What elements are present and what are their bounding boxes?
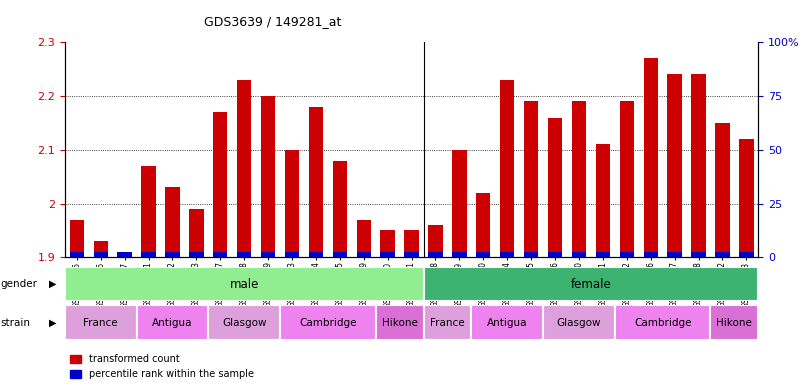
Bar — [70, 252, 84, 257]
Bar — [285, 150, 299, 257]
Bar — [691, 74, 706, 257]
Bar — [237, 252, 251, 257]
Text: Glasgow: Glasgow — [222, 318, 267, 328]
Bar — [476, 252, 491, 257]
Bar — [70, 220, 84, 257]
Bar — [189, 209, 204, 257]
Bar — [572, 252, 586, 257]
Bar — [141, 252, 156, 257]
Bar — [261, 96, 275, 257]
Text: female: female — [570, 278, 611, 291]
Text: strain: strain — [1, 318, 31, 328]
Text: Antigua: Antigua — [487, 318, 527, 328]
Bar — [596, 252, 610, 257]
Text: Glasgow: Glasgow — [556, 318, 601, 328]
Bar — [423, 305, 471, 340]
Text: male: male — [230, 278, 259, 291]
Bar — [710, 305, 758, 340]
Bar — [141, 166, 156, 257]
Bar — [548, 252, 562, 257]
Bar — [643, 58, 658, 257]
Bar — [285, 252, 299, 257]
Bar — [572, 101, 586, 257]
Bar — [667, 252, 682, 257]
Text: Cambridge: Cambridge — [299, 318, 357, 328]
Text: GDS3639 / 149281_at: GDS3639 / 149281_at — [204, 15, 341, 28]
Text: Hikone: Hikone — [716, 318, 753, 328]
Bar — [620, 101, 634, 257]
Text: Antigua: Antigua — [152, 318, 193, 328]
Bar — [118, 252, 132, 257]
Bar — [309, 107, 323, 257]
Bar — [357, 252, 371, 257]
Bar — [500, 80, 514, 257]
Bar — [739, 252, 753, 257]
Bar — [596, 144, 610, 257]
Bar — [739, 139, 753, 257]
Text: France: France — [430, 318, 465, 328]
Bar — [280, 305, 375, 340]
Bar — [380, 252, 395, 257]
Bar — [405, 252, 418, 257]
Bar — [453, 252, 466, 257]
Bar — [524, 252, 539, 257]
Bar — [93, 252, 108, 257]
Bar — [65, 305, 136, 340]
Bar — [136, 305, 208, 340]
Bar — [428, 252, 443, 257]
Bar — [405, 230, 418, 257]
Bar — [309, 252, 323, 257]
Text: Cambridge: Cambridge — [634, 318, 692, 328]
Bar — [380, 230, 395, 257]
Bar — [165, 252, 180, 257]
Bar — [261, 252, 275, 257]
Bar — [189, 252, 204, 257]
Bar — [453, 150, 466, 257]
Bar — [643, 252, 658, 257]
Legend: transformed count, percentile rank within the sample: transformed count, percentile rank withi… — [70, 354, 254, 379]
Bar — [93, 241, 108, 257]
Bar — [543, 305, 615, 340]
Bar — [65, 267, 423, 301]
Text: ▶: ▶ — [49, 279, 57, 289]
Text: gender: gender — [1, 279, 38, 289]
Bar — [500, 252, 514, 257]
Bar — [118, 252, 132, 257]
Bar — [333, 252, 347, 257]
Bar — [357, 220, 371, 257]
Bar — [333, 161, 347, 257]
Bar — [615, 305, 710, 340]
Bar — [237, 80, 251, 257]
Bar — [213, 252, 227, 257]
Text: Hikone: Hikone — [382, 318, 418, 328]
Bar — [715, 252, 730, 257]
Bar — [428, 225, 443, 257]
Bar — [165, 187, 180, 257]
Bar — [715, 123, 730, 257]
Bar — [620, 252, 634, 257]
Bar — [471, 305, 543, 340]
Bar — [548, 118, 562, 257]
Bar — [524, 101, 539, 257]
Bar — [476, 193, 491, 257]
Bar — [208, 305, 280, 340]
Bar — [691, 252, 706, 257]
Text: ▶: ▶ — [49, 318, 57, 328]
Bar — [667, 74, 682, 257]
Bar — [213, 112, 227, 257]
Bar — [423, 267, 758, 301]
Text: France: France — [84, 318, 118, 328]
Bar — [375, 305, 423, 340]
